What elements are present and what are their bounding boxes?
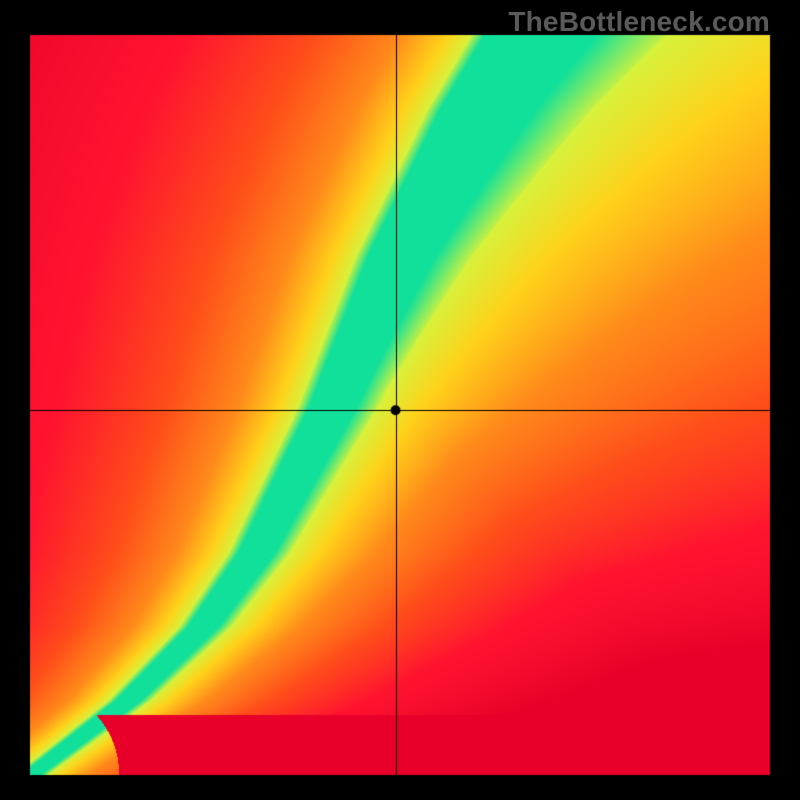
chart-container: TheBottleneck.com bbox=[0, 0, 800, 800]
bottleneck-heatmap bbox=[0, 0, 800, 800]
watermark-label: TheBottleneck.com bbox=[508, 6, 770, 38]
